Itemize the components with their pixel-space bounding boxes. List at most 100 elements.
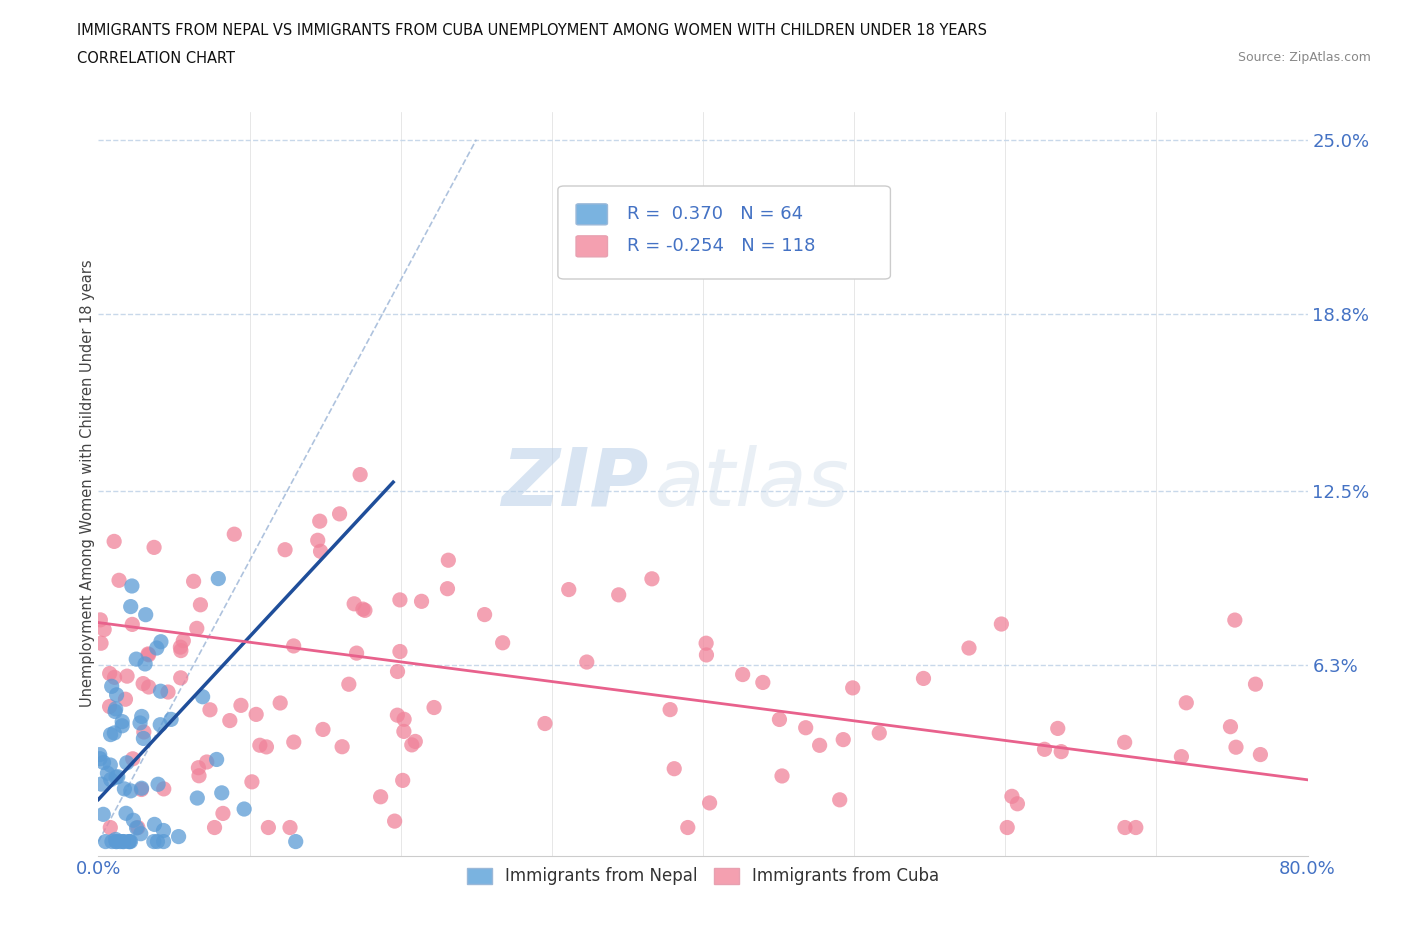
Text: ZIP: ZIP [501, 445, 648, 523]
Point [111, 714, 134, 729]
Point [354, 603, 377, 618]
Point [100, 772, 122, 787]
Point [172, 633, 194, 648]
Point [768, 712, 790, 727]
Point [108, 573, 131, 588]
Point [868, 725, 890, 740]
Point [392, 711, 415, 726]
Point [1125, 820, 1147, 835]
Point [152, 781, 174, 796]
Text: R =  0.370   N = 64: R = 0.370 N = 64 [627, 205, 803, 222]
Point [94, 834, 117, 849]
Point [98, 699, 121, 714]
Point [105, 687, 128, 702]
Point [240, 775, 263, 790]
Point [90, 777, 112, 791]
Point [212, 806, 235, 821]
Point [131, 782, 153, 797]
Point [191, 689, 214, 704]
Point [1050, 744, 1073, 759]
Point [699, 795, 721, 810]
Point [245, 707, 267, 722]
Point [129, 826, 152, 841]
Point [1170, 750, 1192, 764]
Point [1046, 721, 1069, 736]
Point [205, 752, 228, 767]
Point [107, 769, 129, 784]
Point [118, 834, 141, 849]
Point [659, 702, 682, 717]
Point [1114, 735, 1136, 750]
Point [134, 657, 156, 671]
Point [676, 820, 699, 835]
Point [152, 823, 174, 838]
Point [312, 722, 335, 737]
Point [121, 578, 143, 593]
Point [330, 739, 353, 754]
Point [437, 552, 460, 567]
Point [392, 724, 415, 738]
Point [957, 641, 980, 656]
Point [534, 716, 557, 731]
Point [115, 669, 138, 684]
Point [169, 640, 191, 655]
Point [100, 727, 122, 742]
Point [104, 832, 127, 847]
Point [149, 684, 172, 698]
Point [695, 647, 717, 662]
Point [1007, 796, 1029, 811]
Point [125, 820, 148, 835]
Point [190, 597, 212, 612]
Point [98, 758, 121, 773]
Point [384, 814, 406, 829]
Point [100, 679, 122, 694]
Point [138, 647, 160, 662]
FancyBboxPatch shape [576, 236, 607, 257]
Point [808, 737, 831, 752]
Text: R = -0.254   N = 118: R = -0.254 N = 118 [627, 236, 815, 255]
Point [112, 834, 135, 849]
Point [115, 755, 138, 770]
Point [257, 820, 280, 835]
Point [149, 634, 172, 649]
Point [346, 645, 368, 660]
Point [183, 574, 205, 589]
Text: Source: ZipAtlas.com: Source: ZipAtlas.com [1237, 51, 1371, 64]
Point [474, 607, 496, 622]
Point [103, 534, 125, 549]
Point [96, 765, 118, 780]
Point [492, 635, 515, 650]
Point [436, 581, 458, 596]
Point [211, 786, 233, 801]
Point [249, 737, 271, 752]
Point [391, 773, 413, 788]
Point [91, 807, 114, 822]
Point [146, 641, 169, 656]
Point [233, 802, 256, 817]
Point [156, 684, 179, 699]
Point [283, 735, 305, 750]
Point [841, 681, 863, 696]
Point [218, 713, 240, 728]
Point [118, 834, 141, 849]
Point [828, 792, 851, 807]
Point [309, 544, 332, 559]
Point [1175, 696, 1198, 711]
Point [98, 666, 121, 681]
Point [387, 708, 409, 723]
Point [401, 737, 423, 752]
Point [370, 790, 392, 804]
Point [114, 692, 136, 707]
Point [269, 696, 291, 711]
Point [104, 704, 127, 719]
Text: atlas: atlas [655, 445, 849, 523]
FancyBboxPatch shape [558, 186, 890, 279]
Point [254, 739, 277, 754]
Point [105, 834, 128, 849]
FancyBboxPatch shape [576, 204, 607, 225]
Point [308, 513, 330, 528]
Point [115, 806, 138, 821]
Point [146, 777, 169, 791]
Point [89, 747, 111, 762]
Point [641, 571, 664, 586]
